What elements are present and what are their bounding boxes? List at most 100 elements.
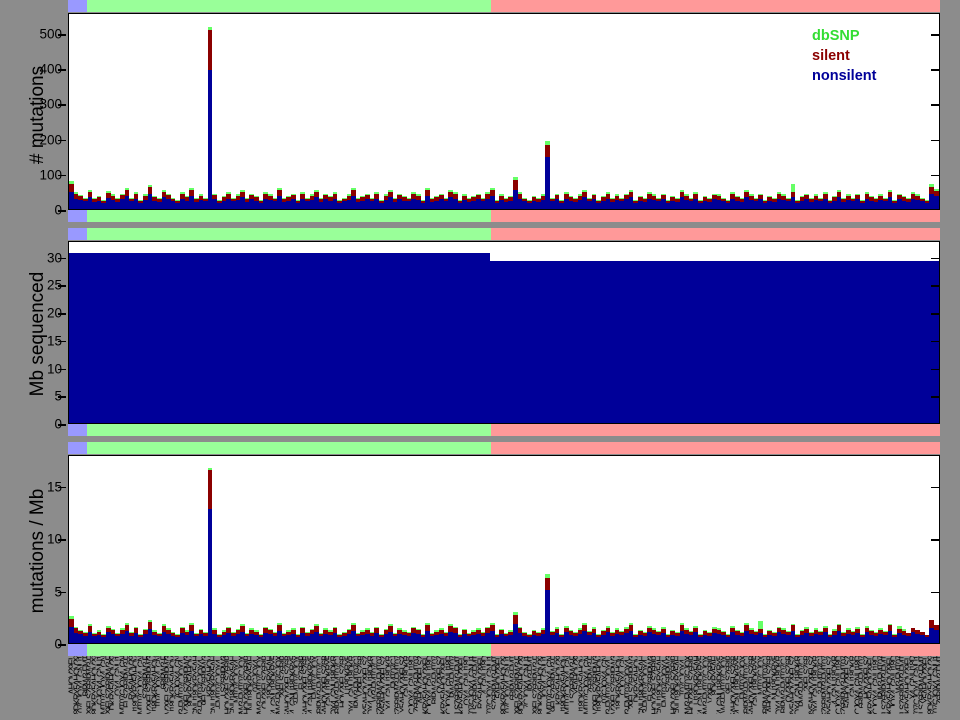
bar-segment-silent bbox=[605, 627, 611, 633]
bar-segment-dbSNP bbox=[688, 197, 694, 199]
bar bbox=[161, 14, 167, 209]
bar-segment-dbSNP bbox=[753, 197, 759, 199]
bar bbox=[397, 14, 402, 209]
xaxis-tick-label: Z6BIPW3-F bbox=[587, 656, 592, 695]
bar-segment-nonsilent bbox=[637, 200, 643, 209]
bar-segment-dbSNP bbox=[476, 193, 481, 196]
bar-segment-silent bbox=[369, 632, 375, 636]
bar-segment-nonsilent bbox=[846, 199, 851, 209]
bar-mb-sequenced bbox=[540, 261, 546, 423]
bar-segment-silent bbox=[799, 197, 805, 201]
bar bbox=[143, 14, 148, 209]
bar-segment-dbSNP bbox=[291, 193, 296, 196]
bar-segment-nonsilent bbox=[272, 635, 278, 643]
bar-segment-dbSNP bbox=[457, 634, 463, 636]
bar-segment-nonsilent bbox=[166, 633, 171, 643]
bar bbox=[873, 456, 879, 643]
band-segment-group-pink bbox=[490, 0, 940, 12]
ytick-mark bbox=[58, 104, 66, 106]
bar-segment-silent bbox=[73, 628, 79, 633]
bar bbox=[656, 456, 661, 643]
bar bbox=[896, 14, 902, 209]
bar-segment-nonsilent bbox=[559, 636, 564, 643]
bar-segment-dbSNP bbox=[415, 194, 421, 196]
bar-segment-dbSNP bbox=[540, 194, 546, 196]
bar-segment-silent bbox=[878, 195, 883, 200]
bar-segment-nonsilent bbox=[439, 199, 444, 209]
plot-area-mb-sequenced bbox=[68, 241, 940, 424]
bar-segment-dbSNP bbox=[499, 194, 504, 196]
bar-segment-nonsilent bbox=[920, 635, 925, 643]
category-band-bottom-panel3 bbox=[68, 644, 940, 656]
ytick-mark-inner bbox=[931, 174, 939, 177]
bar-segment-silent bbox=[406, 198, 412, 202]
bar-mb-sequenced bbox=[600, 261, 605, 423]
bar bbox=[272, 456, 278, 643]
bar-segment-nonsilent bbox=[291, 633, 296, 643]
bar-segment-dbSNP bbox=[568, 195, 574, 198]
bar-segment-dbSNP bbox=[138, 634, 143, 636]
xaxis-tick-label: T07CJQX4_ bbox=[678, 656, 684, 697]
ytick-label: 15 bbox=[46, 333, 62, 349]
bar-segment-dbSNP bbox=[901, 629, 907, 632]
bar-segment-silent bbox=[554, 628, 560, 634]
bar-segment-silent bbox=[476, 195, 481, 200]
bar-mb-sequenced bbox=[192, 252, 198, 423]
bar bbox=[915, 456, 920, 643]
bar bbox=[688, 456, 694, 643]
bar-segment-silent bbox=[101, 200, 106, 203]
bar-segment-silent bbox=[730, 627, 735, 633]
bar-segment-nonsilent bbox=[397, 199, 402, 209]
bar-segment-dbSNP bbox=[184, 630, 190, 632]
bar-segment-silent bbox=[221, 197, 227, 201]
bar-segment-nonsilent bbox=[323, 199, 328, 209]
bar-segment-nonsilent bbox=[587, 201, 592, 209]
bar-mb-sequenced bbox=[485, 252, 491, 423]
bar bbox=[906, 456, 911, 643]
bar-mb-sequenced bbox=[577, 261, 582, 423]
bar-segment-silent bbox=[304, 198, 310, 202]
bar bbox=[711, 456, 717, 643]
bar-segment-dbSNP bbox=[198, 194, 204, 196]
bar-segment-nonsilent bbox=[804, 199, 809, 209]
bar-mb-sequenced bbox=[897, 261, 903, 423]
bar-segment-silent bbox=[744, 191, 749, 198]
bar bbox=[471, 456, 476, 643]
bar-segment-dbSNP bbox=[365, 628, 370, 630]
bar bbox=[642, 456, 648, 643]
bar-segment-nonsilent bbox=[693, 198, 698, 209]
bar-segment-nonsilent bbox=[230, 635, 236, 643]
bar-segment-dbSNP bbox=[614, 194, 620, 196]
bar-segment-nonsilent bbox=[267, 634, 273, 643]
bar-segment-silent bbox=[212, 195, 217, 200]
bar bbox=[785, 456, 791, 643]
bar-segment-silent bbox=[772, 633, 777, 636]
bar-segment-dbSNP bbox=[554, 193, 560, 196]
bar-segment-dbSNP bbox=[244, 632, 250, 634]
bar bbox=[758, 456, 763, 643]
panel-mb-sequenced bbox=[68, 228, 940, 436]
xaxis-tick-label: HOV29ELSZ6B bbox=[339, 656, 344, 709]
band-segment-group-lavender bbox=[68, 210, 88, 222]
bar-mb-sequenced bbox=[256, 252, 262, 423]
bar bbox=[258, 14, 264, 209]
bar-segment-nonsilent bbox=[698, 202, 703, 209]
bar-segment-nonsilent bbox=[762, 202, 768, 209]
bar-segment-dbSNP bbox=[397, 193, 402, 196]
bar-segment-dbSNP bbox=[341, 197, 347, 199]
bar-segment-dbSNP bbox=[161, 189, 167, 192]
bar-segment-dbSNP bbox=[133, 191, 139, 194]
bar-segment-silent bbox=[318, 199, 324, 203]
bar bbox=[563, 456, 569, 643]
bar-segment-silent bbox=[855, 195, 860, 200]
bar-segment-nonsilent bbox=[859, 202, 865, 209]
bar-segment-silent bbox=[698, 634, 703, 637]
bar-segment-silent bbox=[642, 633, 648, 636]
bar-segment-dbSNP bbox=[536, 632, 541, 634]
bar-segment-dbSNP bbox=[258, 199, 264, 201]
xaxis-tick-label: V29ELSZ6BIPW3-F bbox=[531, 656, 537, 714]
bar-segment-nonsilent bbox=[402, 635, 407, 643]
ytick-mark bbox=[58, 539, 66, 541]
bar-segment-dbSNP bbox=[591, 627, 597, 629]
bar-segment-silent bbox=[281, 633, 287, 637]
